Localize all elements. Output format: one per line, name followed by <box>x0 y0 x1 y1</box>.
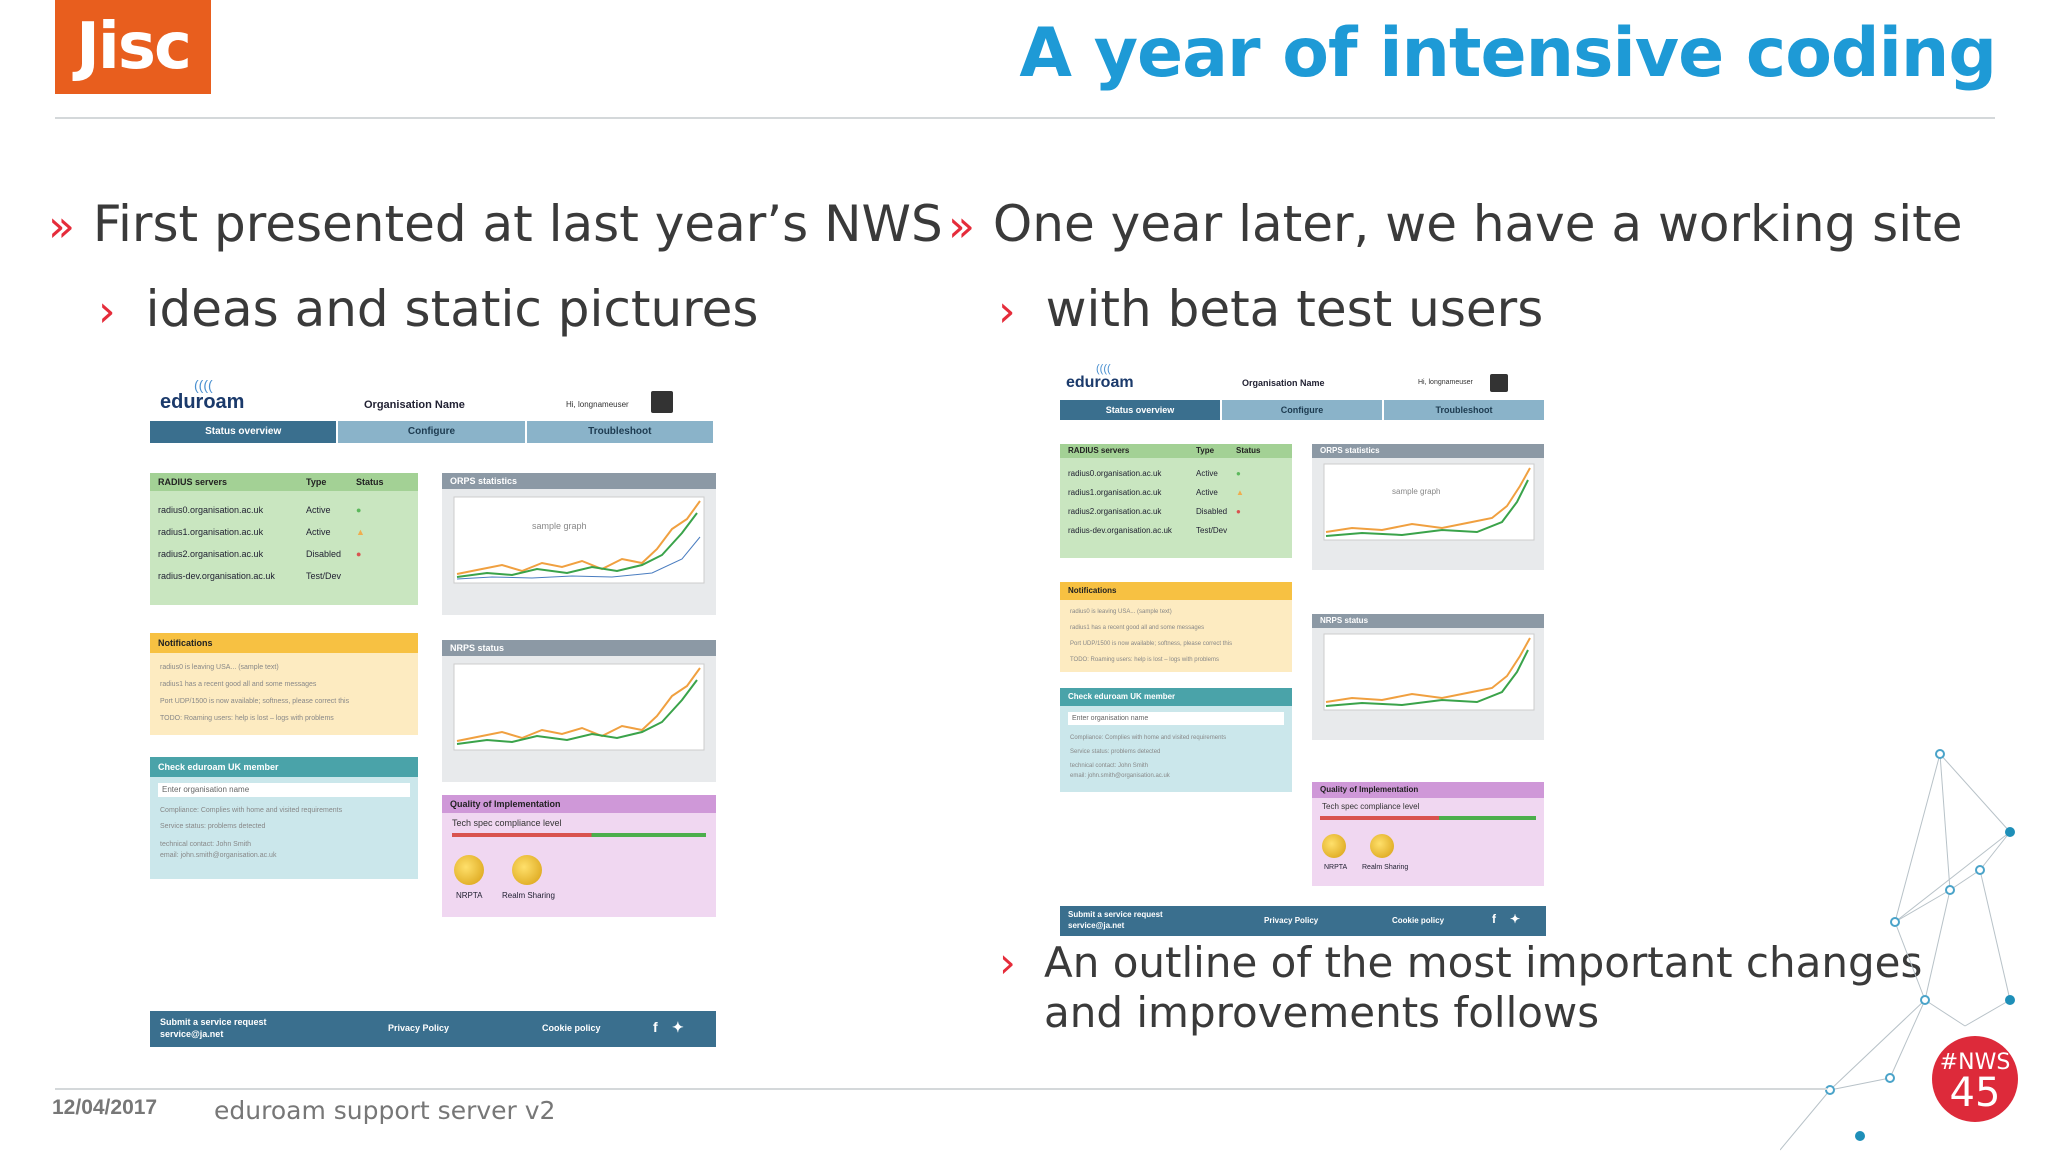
orps-panel: ORPS statistics sample graph <box>442 473 716 615</box>
footer-divider <box>55 1088 1827 1090</box>
subbullet-marker: › <box>98 286 116 337</box>
user-icon <box>651 391 673 413</box>
subbullet-marker: › <box>999 938 1016 987</box>
mock-footer: Submit a service request service@ja.net … <box>1060 906 1546 936</box>
right-subbullet-2-line2: and improvements follows <box>1044 988 1600 1037</box>
warning-icon: ▲ <box>1236 488 1244 497</box>
nrps-panel: NRPS status <box>1312 614 1544 740</box>
left-bullet-text: First presented at last year’s NWS <box>92 195 943 253</box>
user-icon <box>1490 374 1508 392</box>
badge-number: 45 <box>1949 1070 2001 1116</box>
facebook-icon: f <box>653 1019 658 1035</box>
static-mockup-image: (((( eduroam Organisation Name Hi, longn… <box>148 375 718 1050</box>
badge-tag: #NWS <box>1939 1050 2011 1075</box>
right-subbullet-text: with beta test users <box>1045 280 1544 338</box>
tab-troubleshoot: Troubleshoot <box>1384 400 1546 420</box>
quality-panel: Quality of Implementation Tech spec comp… <box>1312 782 1544 886</box>
twitter-icon: ✦ <box>1510 912 1521 926</box>
tab-troubleshoot: Troubleshoot <box>526 421 715 443</box>
ok-icon: ● <box>1236 469 1241 478</box>
quality-panel: Quality of Implementation Tech spec comp… <box>442 795 716 917</box>
nrpta-badge <box>1322 834 1346 858</box>
tab-status-overview: Status overview <box>150 421 339 443</box>
user-greeting: Hi, longnameuser <box>1418 379 1473 386</box>
right-bullet-text: One year later, we have a working site <box>992 195 1963 253</box>
orps-graph: sample graph <box>453 496 705 584</box>
left-subbullet: › ideas and static pictures <box>98 280 758 338</box>
right-subbullet-2: › An outline of the most important chang… <box>999 938 1944 1038</box>
right-subbullet-2-line1: An outline of the most important changes <box>1044 938 1923 987</box>
mock-footer: Submit a service request service@ja.net … <box>150 1011 716 1047</box>
tab-status-overview: Status overview <box>1060 400 1222 420</box>
twitter-icon: ✦ <box>672 1019 684 1035</box>
radius-panel: RADIUS servers Type Status radius0.organ… <box>1060 444 1292 558</box>
notifications-panel: Notifications radius0 is leaving USA... … <box>150 633 418 735</box>
nrps-graph <box>453 663 705 751</box>
graph-label: sample graph <box>1392 487 1440 496</box>
error-icon: ● <box>1236 507 1241 516</box>
radius-panel: RADIUS servers Type Status radius0.organ… <box>150 473 418 605</box>
user-greeting: Hi, longnameuser <box>566 400 629 409</box>
slide-title: A year of intensive coding <box>1019 14 1997 93</box>
network-decoration <box>1780 749 2015 1151</box>
right-subbullet: › with beta test users <box>998 280 1543 338</box>
footer-title: eduroam support server v2 <box>214 1096 556 1125</box>
realm-sharing-badge <box>1370 834 1394 858</box>
check-member-panel: Check eduroam UK member Enter organisati… <box>1060 688 1292 792</box>
nws45-badge: #NWS 45 <box>1932 1036 2018 1122</box>
realm-sharing-badge <box>512 855 542 885</box>
subbullet-marker: › <box>998 286 1016 337</box>
nrps-panel: NRPS status <box>442 640 716 782</box>
jisc-logo: Jisc <box>55 0 211 94</box>
left-subbullet-text: ideas and static pictures <box>145 280 759 338</box>
org-name: Organisation Name <box>364 399 465 411</box>
footer-date: 12/04/2017 <box>52 1096 158 1119</box>
graph-label: sample graph <box>532 521 587 531</box>
nrps-graph <box>1323 633 1535 711</box>
notifications-panel: Notifications radius0 is leaving USA... … <box>1060 582 1292 672</box>
warning-icon: ▲ <box>356 527 365 537</box>
header-divider <box>55 117 1995 119</box>
mock-tabs: Status overview Configure Troubleshoot <box>150 421 715 443</box>
error-icon: ● <box>356 549 362 559</box>
check-member-panel: Check eduroam UK member Enter organisati… <box>150 757 418 879</box>
eduroam-logo: (((( eduroam <box>1066 363 1134 392</box>
bullet-marker: » <box>948 201 975 252</box>
nrpta-badge <box>454 855 484 885</box>
bullet-marker: » <box>48 201 75 252</box>
left-bullet: » First presented at last year’s NWS <box>48 195 943 253</box>
right-bullet: » One year later, we have a working site <box>948 195 1962 253</box>
tab-configure: Configure <box>1222 400 1384 420</box>
tab-configure: Configure <box>338 421 527 443</box>
org-name: Organisation Name <box>1242 378 1325 388</box>
orps-panel: ORPS statistics sample graph <box>1312 444 1544 570</box>
working-site-image: (((( eduroam Organisation Name Hi, longn… <box>1058 360 1548 938</box>
orps-graph: sample graph <box>1323 463 1535 541</box>
eduroam-logo: (((( eduroam <box>160 377 245 413</box>
facebook-icon: f <box>1492 912 1496 926</box>
mock-tabs: Status overview Configure Troubleshoot <box>1060 400 1546 420</box>
ok-icon: ● <box>356 505 362 515</box>
